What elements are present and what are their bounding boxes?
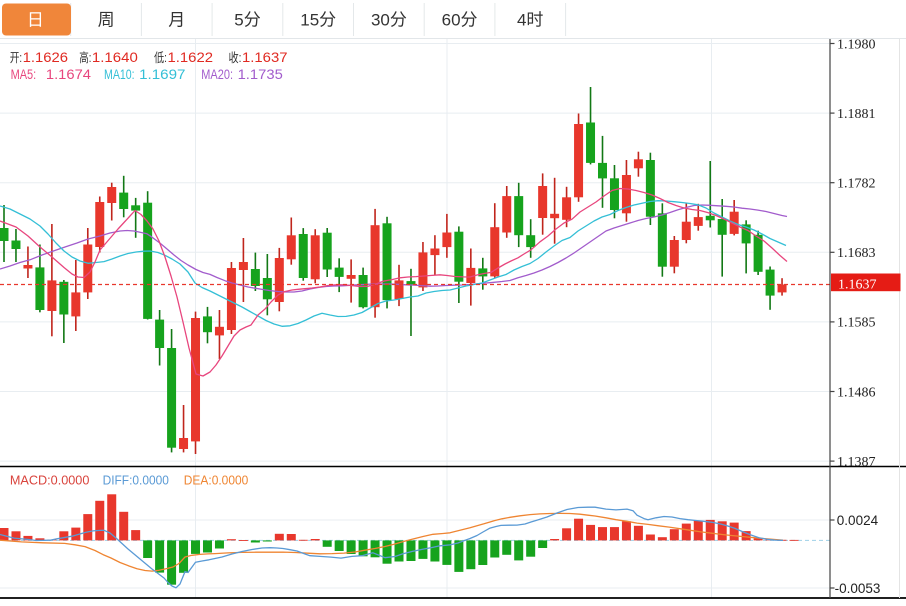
svg-text:4时: 4时 xyxy=(517,11,543,30)
svg-text:高:: 高: xyxy=(79,50,91,65)
svg-text:0.0024: 0.0024 xyxy=(837,513,879,528)
svg-text:DEA:0.0000: DEA:0.0000 xyxy=(184,473,249,488)
svg-text:1.1980: 1.1980 xyxy=(837,37,876,52)
svg-text:1.1622: 1.1622 xyxy=(168,50,214,65)
svg-text:60分: 60分 xyxy=(442,11,478,30)
svg-text:-0.0053: -0.0053 xyxy=(835,581,881,596)
svg-text:1.1486: 1.1486 xyxy=(837,385,876,400)
svg-text:1.1881: 1.1881 xyxy=(837,107,876,122)
svg-text:1.1674: 1.1674 xyxy=(46,67,92,82)
svg-text:1.1585: 1.1585 xyxy=(837,316,876,331)
svg-text:月: 月 xyxy=(168,11,185,30)
svg-text:1.1637: 1.1637 xyxy=(838,277,877,292)
svg-text:15分: 15分 xyxy=(300,11,336,30)
svg-text:30分: 30分 xyxy=(371,11,407,30)
svg-text:低:: 低: xyxy=(154,51,167,65)
svg-text:1.1640: 1.1640 xyxy=(92,50,138,65)
svg-text:周: 周 xyxy=(98,11,115,30)
svg-text:日: 日 xyxy=(27,11,44,30)
svg-text:MA5:: MA5: xyxy=(11,67,37,82)
svg-text:1.1782: 1.1782 xyxy=(837,177,876,192)
svg-text:DIFF:0.0000: DIFF:0.0000 xyxy=(103,473,169,488)
svg-text:MA20:: MA20: xyxy=(201,67,233,82)
svg-text:1.1735: 1.1735 xyxy=(238,67,283,82)
svg-text:1.1626: 1.1626 xyxy=(23,50,68,65)
svg-text:MA10:: MA10: xyxy=(104,67,135,82)
svg-text:1.1697: 1.1697 xyxy=(139,67,185,82)
svg-text:1.1637: 1.1637 xyxy=(242,50,288,65)
svg-text:开:: 开: xyxy=(10,51,22,65)
svg-text:1.1683: 1.1683 xyxy=(837,246,876,261)
svg-text:收:: 收: xyxy=(229,51,242,65)
svg-text:1.1387: 1.1387 xyxy=(837,455,876,470)
svg-text:5分: 5分 xyxy=(234,11,260,30)
svg-text:MACD:0.0000: MACD:0.0000 xyxy=(10,473,90,488)
